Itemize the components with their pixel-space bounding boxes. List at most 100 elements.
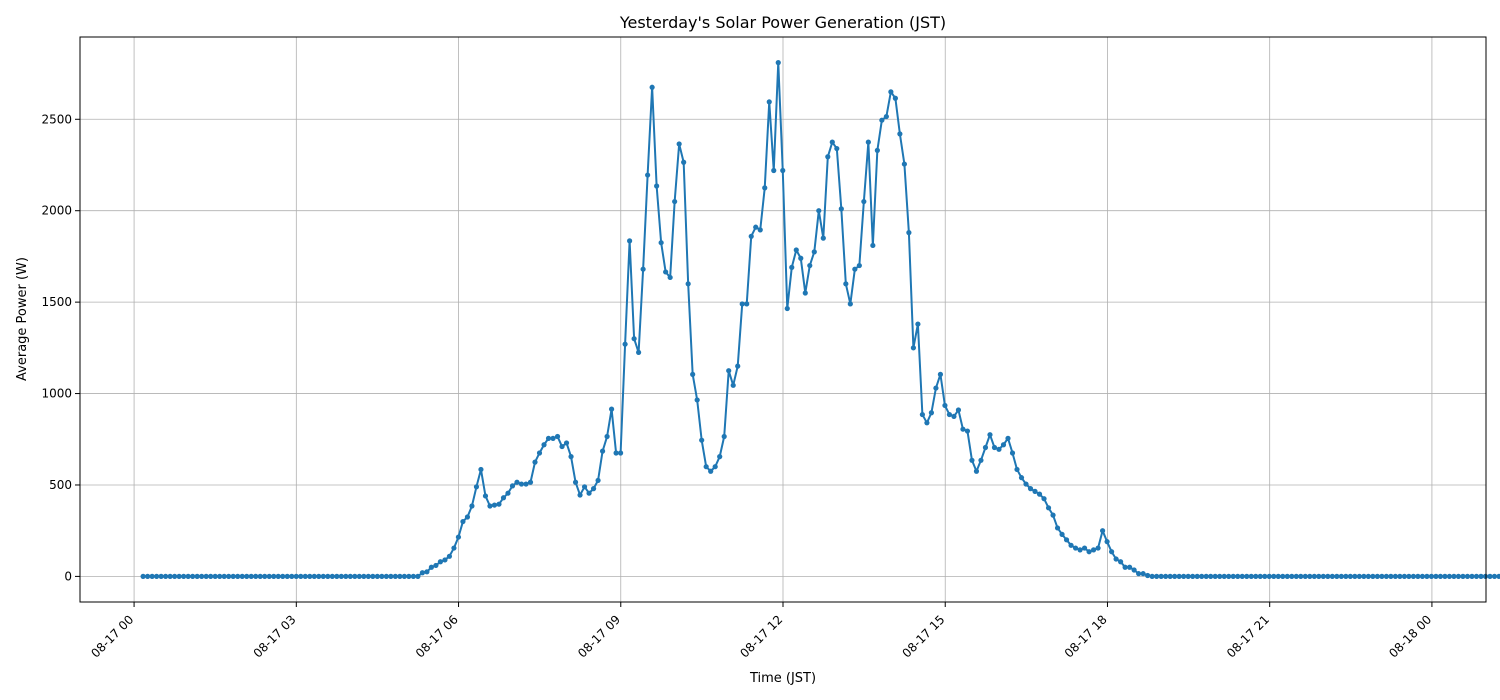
data-point [658, 240, 664, 246]
data-point [1392, 573, 1398, 580]
y-tick-label: 1000 [41, 387, 72, 401]
data-point [311, 573, 317, 580]
data-point [690, 371, 696, 377]
data-point [1410, 573, 1417, 580]
data-point [1284, 573, 1290, 580]
data-point [581, 484, 588, 490]
data-point [275, 573, 281, 580]
data-point [1419, 573, 1426, 580]
data-point [334, 573, 340, 580]
data-point [1365, 573, 1371, 580]
data-point [509, 483, 516, 489]
data-point [694, 397, 700, 403]
data-point [1428, 573, 1435, 580]
data-point [244, 573, 250, 580]
data-point [1185, 573, 1191, 580]
data-point [1032, 488, 1038, 494]
x-axis-ticks: 08-17 00 08-17 03 08-17 06 08-17 09 08-17 12… [88, 602, 1434, 660]
data-point [550, 435, 556, 441]
data-point [1482, 573, 1489, 580]
data-point [1253, 573, 1259, 580]
data-point [262, 573, 268, 580]
data-point [681, 159, 687, 165]
data-point [1446, 573, 1453, 580]
data-point [784, 305, 790, 312]
data-point [748, 233, 754, 239]
data-point [1455, 573, 1462, 580]
y-axis-label: Average Power (W) [15, 257, 30, 381]
data-point [766, 99, 772, 105]
data-point [383, 573, 389, 580]
data-point [190, 573, 196, 580]
data-point [1487, 573, 1493, 580]
data-point [608, 406, 615, 412]
data-point [1239, 573, 1245, 580]
y-tick-label: 500 [49, 478, 72, 492]
data-point [410, 573, 416, 580]
data-point [1424, 573, 1430, 580]
data-point [226, 573, 232, 580]
data-point [185, 573, 191, 580]
data-point [1383, 573, 1389, 580]
data-point [1208, 573, 1214, 580]
data-point [1136, 571, 1142, 577]
data-point [1050, 512, 1056, 518]
data-point [257, 573, 263, 580]
data-point [401, 573, 407, 580]
data-point [1478, 573, 1484, 580]
data-point [663, 269, 669, 275]
data-point [1023, 481, 1029, 487]
y-tick-label: 2500 [41, 112, 72, 126]
data-point [505, 490, 511, 496]
data-point [217, 573, 223, 580]
data-point [140, 573, 146, 580]
data-point [1329, 573, 1335, 580]
data-point [933, 385, 939, 391]
data-point [194, 573, 200, 580]
data-point [1122, 564, 1128, 570]
y-tick-label: 2000 [41, 204, 72, 218]
data-point [1311, 573, 1317, 580]
data-point [284, 573, 290, 580]
data-point [1370, 573, 1376, 580]
data-point [1104, 539, 1110, 545]
data-point [307, 573, 313, 580]
data-point [154, 573, 160, 580]
data-point [478, 466, 484, 473]
data-point [1212, 573, 1218, 580]
data-point [946, 411, 953, 418]
data-point [1298, 573, 1304, 580]
data-point [325, 573, 331, 580]
data-point [203, 573, 209, 580]
grid [80, 37, 1486, 602]
x-tick-label: 08-17 09 [575, 612, 623, 660]
series-line [143, 61, 1499, 578]
data-point [1063, 537, 1070, 543]
data-point [825, 154, 831, 160]
data-point [1203, 573, 1209, 580]
data-point [874, 147, 880, 153]
data-point [640, 266, 646, 272]
data-point [838, 206, 844, 212]
y-axis-ticks: 0 500 1000 1500 2000 2500 [41, 112, 80, 583]
data-point [942, 402, 948, 409]
data-point [536, 450, 543, 456]
data-point [1154, 573, 1160, 580]
data-point [883, 113, 889, 120]
data-point [1307, 573, 1313, 580]
data-point [969, 457, 975, 463]
data-point [906, 230, 912, 236]
data-point [415, 573, 421, 580]
x-tick-label: 08-17 00 [88, 612, 136, 660]
x-tick-label: 08-17 21 [1224, 612, 1272, 660]
data-point [1090, 547, 1097, 553]
data-point [735, 363, 741, 369]
data-point [577, 492, 583, 498]
data-point [870, 242, 876, 249]
data-point [631, 336, 637, 342]
data-point [717, 454, 723, 460]
data-point [1248, 573, 1254, 580]
data-point [699, 437, 705, 443]
data-point [991, 444, 998, 451]
data-point [176, 573, 182, 580]
